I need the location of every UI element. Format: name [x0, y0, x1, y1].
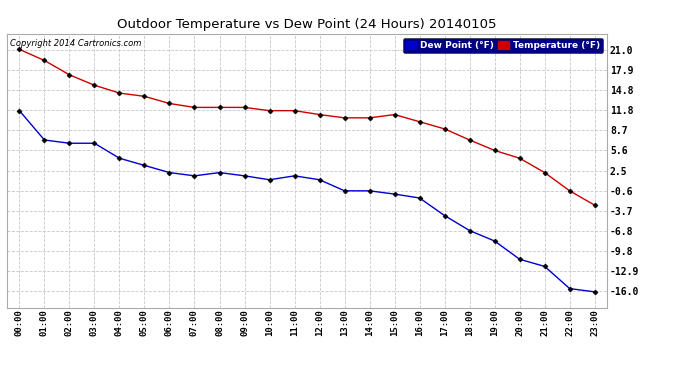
Title: Outdoor Temperature vs Dew Point (24 Hours) 20140105: Outdoor Temperature vs Dew Point (24 Hou… [117, 18, 497, 31]
Text: Copyright 2014 Cartronics.com: Copyright 2014 Cartronics.com [10, 39, 141, 48]
Legend: Dew Point (°F), Temperature (°F): Dew Point (°F), Temperature (°F) [403, 38, 602, 53]
